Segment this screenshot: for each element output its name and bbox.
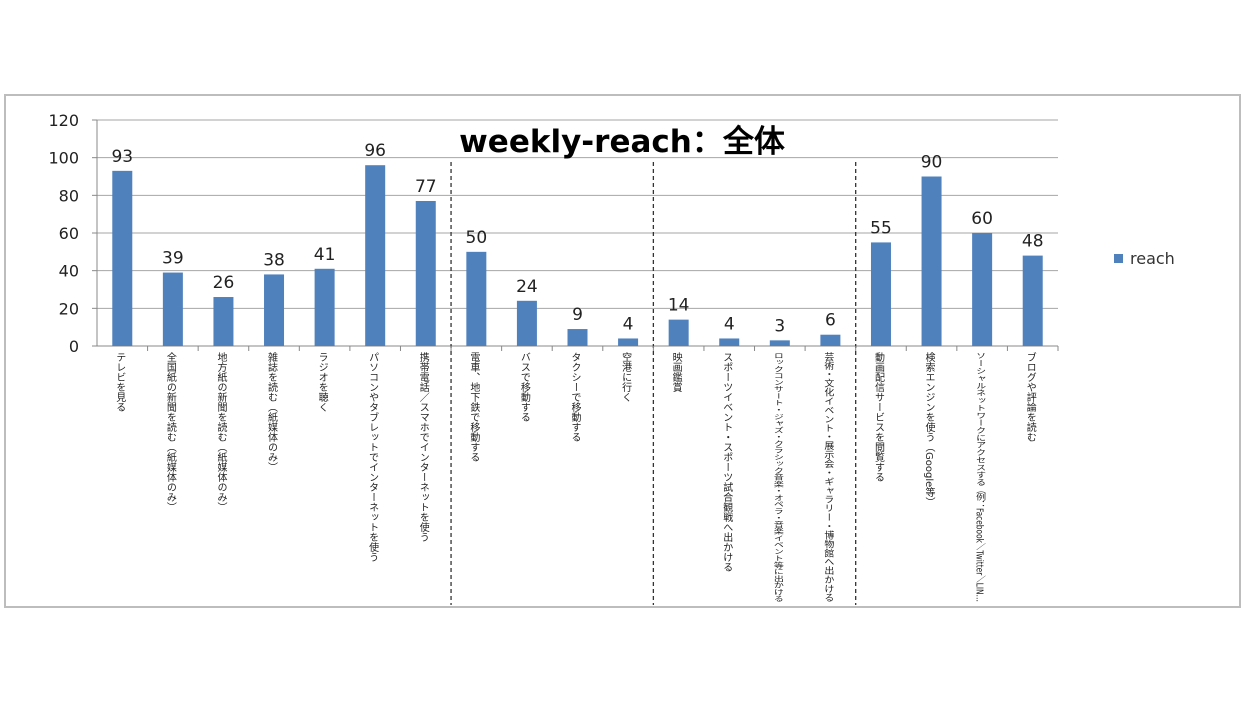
x-tick-label: 芸術・文化イベント・展示会・ギャラリー・博物館へ出かける bbox=[822, 351, 834, 602]
legend: reach bbox=[1114, 249, 1175, 268]
y-tick-label: 0 bbox=[69, 337, 79, 356]
x-tick-label: 動画配信サービスを閲覧する bbox=[872, 351, 884, 482]
y-tick-label: 100 bbox=[48, 149, 79, 168]
data-label: 50 bbox=[466, 228, 488, 248]
bar bbox=[972, 233, 993, 346]
x-tick-label: ロックコンサート・ジャズ・クラシック音楽・オペラ・音楽イベント等に出かける bbox=[771, 352, 783, 602]
x-tick-label: 検索エンジンを使う（Google等） bbox=[923, 351, 935, 507]
bar bbox=[1022, 255, 1043, 346]
x-tick-label: ソーシャルネットワークにアクセスする（例：Facebook／Twitter／LI… bbox=[974, 352, 986, 602]
legend-swatch bbox=[1114, 254, 1123, 263]
y-tick-label: 40 bbox=[59, 262, 79, 281]
data-label: 24 bbox=[516, 277, 538, 297]
y-tick-label: 120 bbox=[48, 111, 79, 130]
data-label: 9 bbox=[572, 305, 583, 325]
bar bbox=[365, 165, 386, 346]
x-tick-label: ブログや評論を読む bbox=[1024, 351, 1036, 442]
bar bbox=[769, 340, 790, 346]
bar bbox=[567, 329, 588, 346]
bar bbox=[668, 319, 689, 346]
bar bbox=[921, 176, 942, 346]
x-tick-label: 電車、地下鉄で移動する bbox=[468, 352, 480, 462]
data-label: 38 bbox=[263, 250, 285, 270]
bar bbox=[820, 334, 841, 346]
data-label: 90 bbox=[921, 153, 943, 173]
bar bbox=[719, 338, 740, 346]
data-label: 41 bbox=[314, 245, 336, 265]
bar bbox=[112, 170, 133, 346]
y-tick-label: 60 bbox=[59, 224, 79, 243]
data-label: 77 bbox=[415, 177, 437, 197]
bar bbox=[870, 242, 891, 346]
data-label: 55 bbox=[870, 218, 892, 238]
bar bbox=[516, 300, 537, 346]
data-label: 6 bbox=[825, 311, 836, 331]
bar bbox=[466, 251, 487, 346]
data-label: 60 bbox=[971, 209, 993, 229]
x-tick-label: スポーツイベント・スポーツ試合観戦へ出かける bbox=[721, 352, 733, 572]
y-tick-label: 20 bbox=[59, 299, 79, 318]
x-tick-label: 全国紙の新聞を読む（紙媒体のみ） bbox=[164, 351, 176, 512]
x-tick-label: 携帯電話／スマホでインターネットを使う bbox=[417, 351, 429, 542]
data-label: 4 bbox=[623, 314, 634, 334]
bar bbox=[415, 200, 436, 346]
bar bbox=[162, 272, 183, 346]
x-tick-label: テレビを見る bbox=[114, 352, 126, 412]
y-tick-label: 80 bbox=[59, 186, 79, 205]
bar bbox=[213, 297, 234, 346]
bar bbox=[618, 338, 639, 346]
data-label: 3 bbox=[774, 316, 785, 336]
bar bbox=[314, 268, 335, 346]
legend-label: reach bbox=[1130, 249, 1175, 268]
x-tick-label: ラジオを聴く bbox=[316, 352, 328, 412]
x-tick-label: タクシーで移動する bbox=[569, 352, 581, 442]
data-label: 39 bbox=[162, 249, 184, 269]
x-tick-label: 雑誌を読む（紙媒体のみ） bbox=[266, 351, 278, 472]
data-label: 93 bbox=[111, 147, 133, 167]
x-tick-label: 地方紙の新聞を読む（紙媒体のみ） bbox=[215, 351, 227, 512]
x-tick-label: 空港に行く bbox=[620, 351, 632, 402]
data-label: 96 bbox=[364, 141, 386, 161]
x-tick-label: パソコンやタブレットでインターネットを使う bbox=[367, 352, 379, 562]
x-tick-label: バスで移動する bbox=[518, 352, 530, 422]
data-label: 48 bbox=[1022, 232, 1044, 252]
chart-title: weekly-reach：全体 bbox=[459, 124, 785, 160]
data-label: 14 bbox=[668, 296, 690, 316]
data-label: 26 bbox=[213, 273, 235, 293]
data-label: 4 bbox=[724, 314, 735, 334]
bar bbox=[264, 274, 285, 346]
x-tick-label: 映画鑑賞 bbox=[670, 352, 682, 393]
chart-frame bbox=[4, 94, 1241, 608]
